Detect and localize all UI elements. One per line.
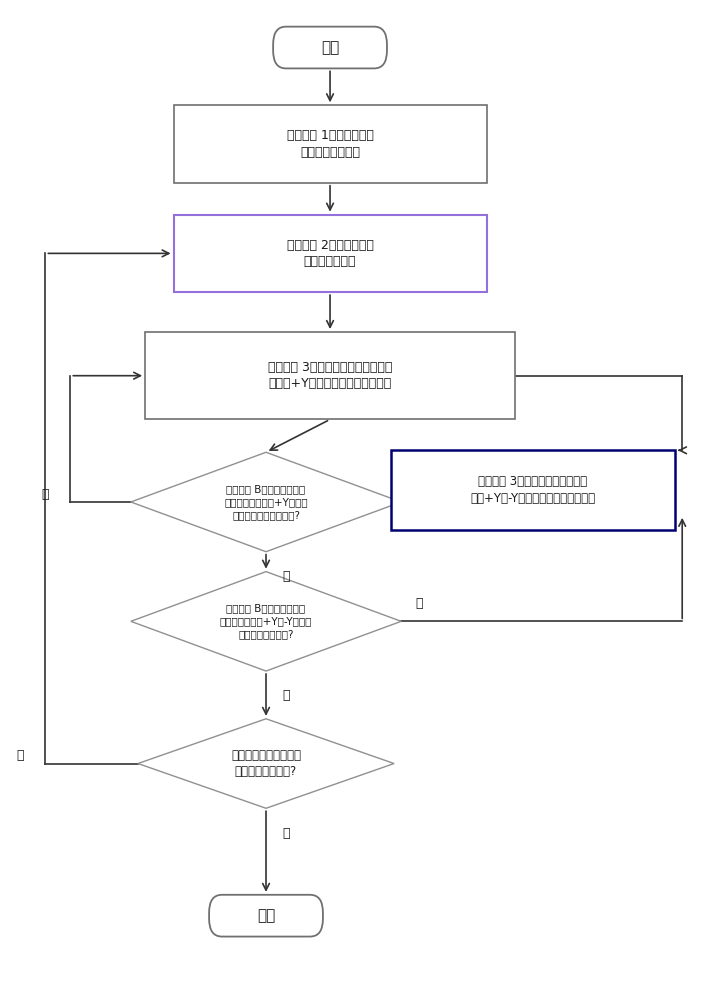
Text: 所有紧固件和功能零件
是否已被全部拆除?: 所有紧固件和功能零件 是否已被全部拆除? [231, 749, 301, 778]
Text: 根据规则 B：是否存在其它
方向反方向（除+Y、-Y方向）
可拆卸的功能零件?: 根据规则 B：是否存在其它 方向反方向（除+Y、-Y方向） 可拆卸的功能零件? [220, 604, 312, 639]
FancyBboxPatch shape [174, 105, 487, 183]
Text: 根据规则 3：拆卸所有的其它方向
（除+Y、-Y方向）可拆卸的功能零件: 根据规则 3：拆卸所有的其它方向 （除+Y、-Y方向）可拆卸的功能零件 [470, 475, 595, 505]
Text: 否: 否 [16, 749, 24, 762]
Polygon shape [130, 572, 402, 671]
Text: 根据规则 3：拆卸所有在重力方向反
方向（+Y方向）可拆卸的功能零件: 根据规则 3：拆卸所有在重力方向反 方向（+Y方向）可拆卸的功能零件 [268, 361, 392, 390]
Text: 根据规则 2：拆卸所有的
可拆卸的紧固件: 根据规则 2：拆卸所有的 可拆卸的紧固件 [287, 239, 374, 268]
Text: 开始: 开始 [321, 40, 339, 55]
Text: 是: 是 [42, 488, 49, 501]
Text: 结束: 结束 [257, 908, 275, 923]
Text: 是: 是 [282, 827, 290, 840]
Text: 根据规则 1：寻找到所有
的初始拆卸紧固件: 根据规则 1：寻找到所有 的初始拆卸紧固件 [287, 129, 374, 159]
FancyBboxPatch shape [273, 27, 387, 68]
FancyBboxPatch shape [174, 215, 487, 292]
FancyBboxPatch shape [391, 450, 675, 530]
Text: 否: 否 [282, 689, 290, 702]
Polygon shape [130, 452, 402, 552]
Text: 是: 是 [415, 597, 423, 610]
Polygon shape [138, 719, 394, 808]
FancyBboxPatch shape [209, 895, 323, 937]
FancyBboxPatch shape [145, 332, 515, 419]
Text: 根据规则 B：是否有新的在
重力方向反方向（+Y方向）
可拆卸的功能零件产生?: 根据规则 B：是否有新的在 重力方向反方向（+Y方向） 可拆卸的功能零件产生? [224, 484, 308, 520]
Text: 否: 否 [282, 570, 290, 583]
